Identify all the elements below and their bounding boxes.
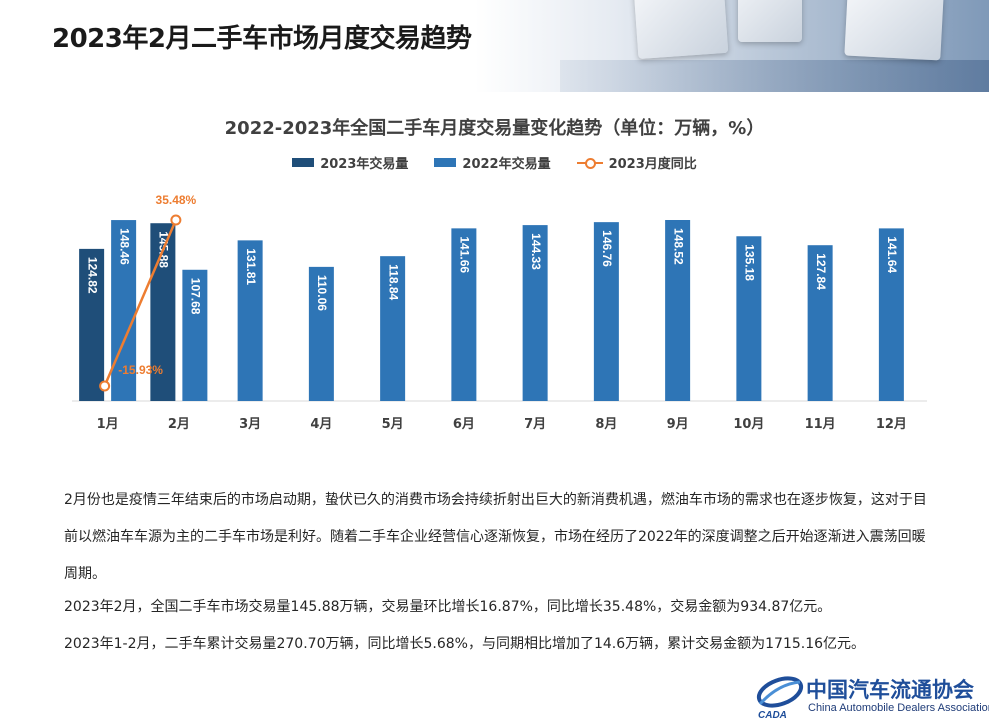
chart-area: 124.82148.461月145.88107.682月131.813月110.… [72, 193, 927, 432]
x-tick-label: 8月 [595, 417, 617, 432]
legend-item-2022-volume: 2022年交易量 [434, 153, 551, 172]
bar-2023-1 [79, 248, 105, 401]
bar-2022-3 [237, 240, 263, 401]
yoy-point-label-2: 35.48% [156, 193, 197, 207]
yoy-point-label-1: -15.93% [118, 363, 163, 377]
bar-2022-6-label: 141.66 [458, 236, 472, 273]
bar-2022-12 [878, 228, 904, 401]
bar-2022-12-label: 141.64 [885, 236, 899, 273]
yoy-point-1 [99, 380, 111, 392]
logo-name-chinese: 中国汽车流通协会 [806, 677, 974, 702]
bar-2022-10 [736, 236, 762, 401]
bar-2022-8 [593, 222, 619, 401]
x-tick-label: 12月 [876, 417, 907, 432]
bar-2022-5-label: 118.84 [386, 264, 400, 300]
logo-name-english: China Automobile Dealers Association [808, 702, 989, 714]
x-tick-label: 10月 [733, 417, 764, 432]
bar-2022-5 [380, 256, 406, 401]
legend-swatch-2023 [292, 158, 315, 167]
yoy-line [103, 219, 178, 387]
bar-2022-9-label: 148.52 [671, 228, 685, 265]
cada-logo-icon: CADA [756, 676, 804, 720]
x-tick-label: 3月 [239, 417, 261, 432]
x-tick-label: 6月 [453, 417, 475, 432]
x-tick-label: 1月 [97, 417, 119, 432]
legend-swatch-2022 [434, 158, 457, 167]
bar-2022-2-label: 107.68 [189, 278, 203, 315]
page-title: 2023年2月二手车市场月度交易趋势 [52, 24, 472, 54]
header-banner [0, 0, 989, 92]
bar-2023-1-label: 124.82 [85, 257, 99, 294]
x-tick-label: 5月 [382, 417, 404, 432]
bar-2022-1 [111, 220, 137, 401]
paragraph-intro: 2月份也是疫情三年结束后的市场启动期，蛰伏已久的消费市场会持续折射出巨大的新消费… [64, 492, 927, 582]
bar-2022-11 [807, 245, 833, 401]
paragraph-february-summary: 2023年2月，全国二手车市场交易量145.88万辆，交易量环比增长16.87%… [64, 599, 832, 615]
bar-2022-1-label: 148.46 [117, 228, 131, 265]
bar-2022-10-label: 135.18 [743, 244, 757, 281]
bar-2022-3-label: 131.81 [244, 248, 258, 285]
legend-swatch-yoy [576, 157, 603, 169]
legend-label-2023: 2023年交易量 [320, 157, 409, 172]
bar-2022-8-label: 146.76 [600, 230, 614, 267]
bar-2022-11-label: 127.84 [814, 253, 828, 290]
legend-label-yoy: 2023月度同比 [608, 157, 697, 172]
chart-legend: 2023年交易量 2022年交易量 2023月度同比 [0, 153, 989, 172]
bar-2022-6 [451, 228, 477, 401]
bar-2022-2 [182, 269, 208, 401]
x-tick-label: 9月 [667, 417, 689, 432]
legend-item-yoy: 2023月度同比 [576, 153, 697, 172]
header-decoration-cube [738, 0, 802, 42]
bar-2022-4 [308, 266, 334, 401]
chart-title: 2022-2023年全国二手车月度交易量变化趋势（单位：万辆，%） [224, 118, 765, 139]
bar-2022-4-label: 110.06 [315, 275, 329, 311]
legend-item-2023-volume: 2023年交易量 [292, 153, 408, 172]
x-tick-label: 11月 [805, 417, 836, 432]
bar-2022-7 [522, 225, 548, 401]
paragraph-jan-feb-summary: 2023年1-2月，二手车累计交易量270.70万辆，同比增长5.68%，与同期… [64, 636, 866, 652]
cada-logo: CADA 中国汽车流通协会 China Automobile Dealers A… [752, 672, 989, 720]
legend-label-2022: 2022年交易量 [462, 157, 551, 172]
yoy-point-2 [170, 214, 182, 226]
header-decoration-floor [560, 60, 989, 92]
x-tick-label: 2月 [168, 417, 190, 432]
x-tick-label: 7月 [524, 417, 546, 432]
bar-2022-9 [665, 220, 691, 401]
x-tick-label: 4月 [310, 417, 332, 432]
cada-logo-mark-text: CADA [758, 710, 787, 720]
bar-2022-7-label: 144.33 [529, 233, 543, 270]
